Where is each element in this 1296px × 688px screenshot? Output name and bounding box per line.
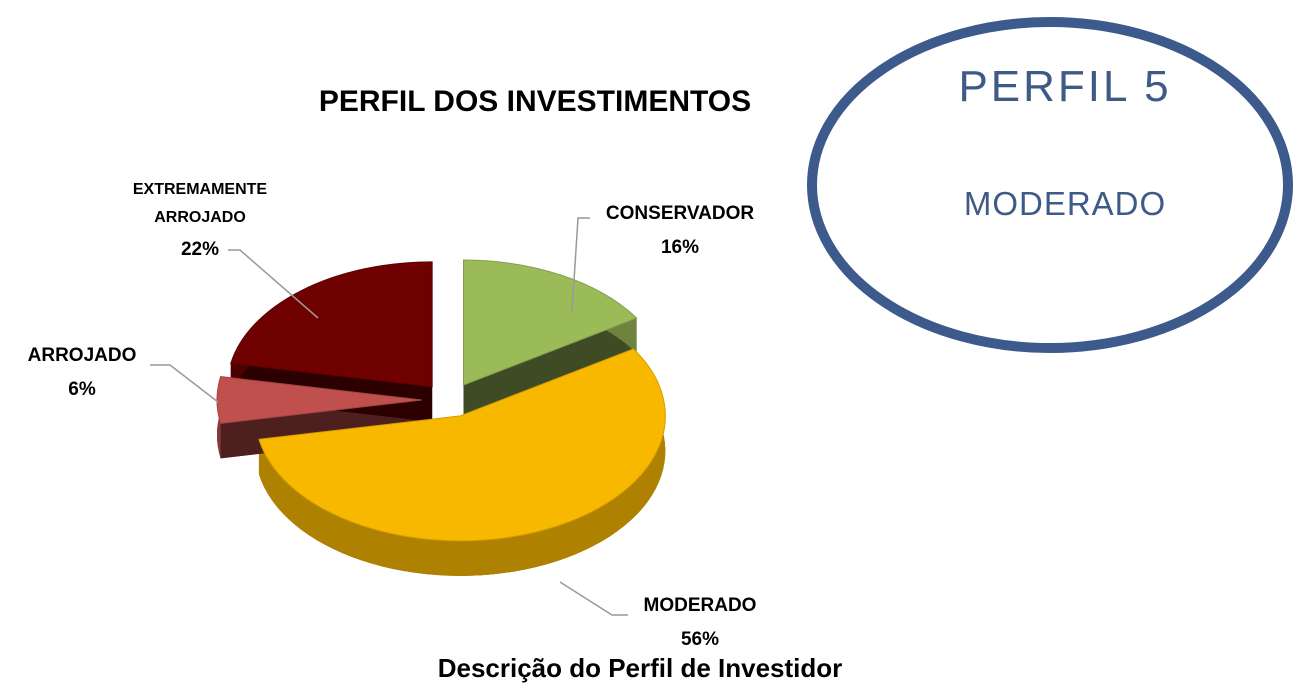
slice [462,259,638,386]
slice [258,348,666,542]
badge-subtitle: MODERADO [963,185,1167,222]
slice-label: EXTREMAMENTE ARROJADO [132,181,268,226]
slice-edge [463,318,637,421]
slice [230,261,433,388]
leader-line [228,249,319,319]
value-label: 6% [68,379,96,400]
value-label: 56% [680,629,720,650]
leader-line [559,581,628,616]
slice-label: MODERADO [643,595,757,616]
slice-label: CONSERVADOR [605,203,755,224]
leader-lines [150,217,628,616]
slice [216,376,423,424]
value-label: 16% [660,237,700,258]
leader-line [571,217,590,313]
caption: Descrição do Perfil de Investidor [437,653,843,683]
slice-label: ARROJADO [27,345,137,366]
pie [216,259,666,576]
badge-title: PERFIL 5 [958,62,1172,111]
badge-ellipse [807,17,1293,353]
value-label: 22% [180,239,220,260]
chart-title: PERFIL DOS INVESTIMENTOS [318,85,752,118]
leader-line [150,364,219,403]
